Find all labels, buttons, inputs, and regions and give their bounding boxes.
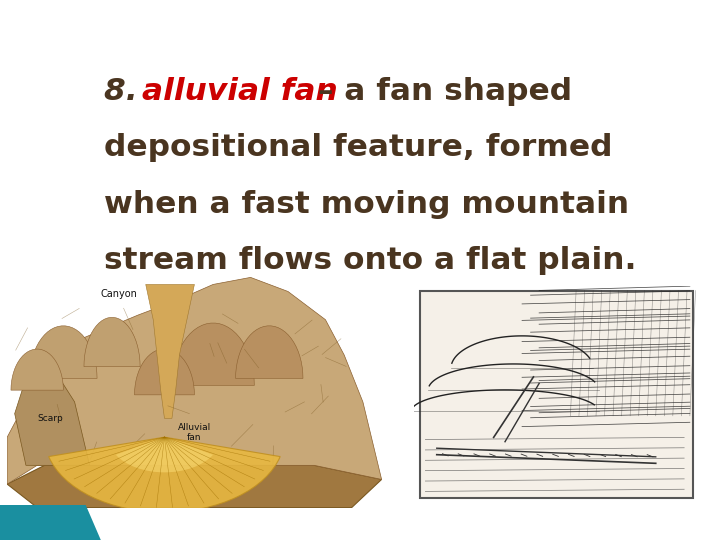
Text: alluvial fan: alluvial fan [142,77,338,106]
Polygon shape [172,323,254,386]
Text: when a fast moving mountain: when a fast moving mountain [104,190,629,219]
Text: Alluvial
fan: Alluvial fan [178,423,211,442]
Polygon shape [7,278,382,484]
Polygon shape [14,367,89,465]
Text: 8.: 8. [104,77,159,106]
Polygon shape [7,465,382,508]
Polygon shape [135,349,194,395]
Text: depositional feature, formed: depositional feature, formed [104,133,613,163]
FancyBboxPatch shape [420,291,693,498]
Text: stream flows onto a flat plain.: stream flows onto a flat plain. [104,246,636,275]
Polygon shape [145,285,194,418]
Polygon shape [0,505,101,540]
Text: Scarp: Scarp [37,414,63,423]
Polygon shape [235,326,303,379]
Text: – a fan shaped: – a fan shaped [307,77,572,106]
Wedge shape [116,437,213,472]
Wedge shape [49,437,280,512]
Polygon shape [11,349,63,390]
Polygon shape [30,326,97,379]
Text: Canyon: Canyon [101,289,138,299]
Polygon shape [84,318,140,367]
